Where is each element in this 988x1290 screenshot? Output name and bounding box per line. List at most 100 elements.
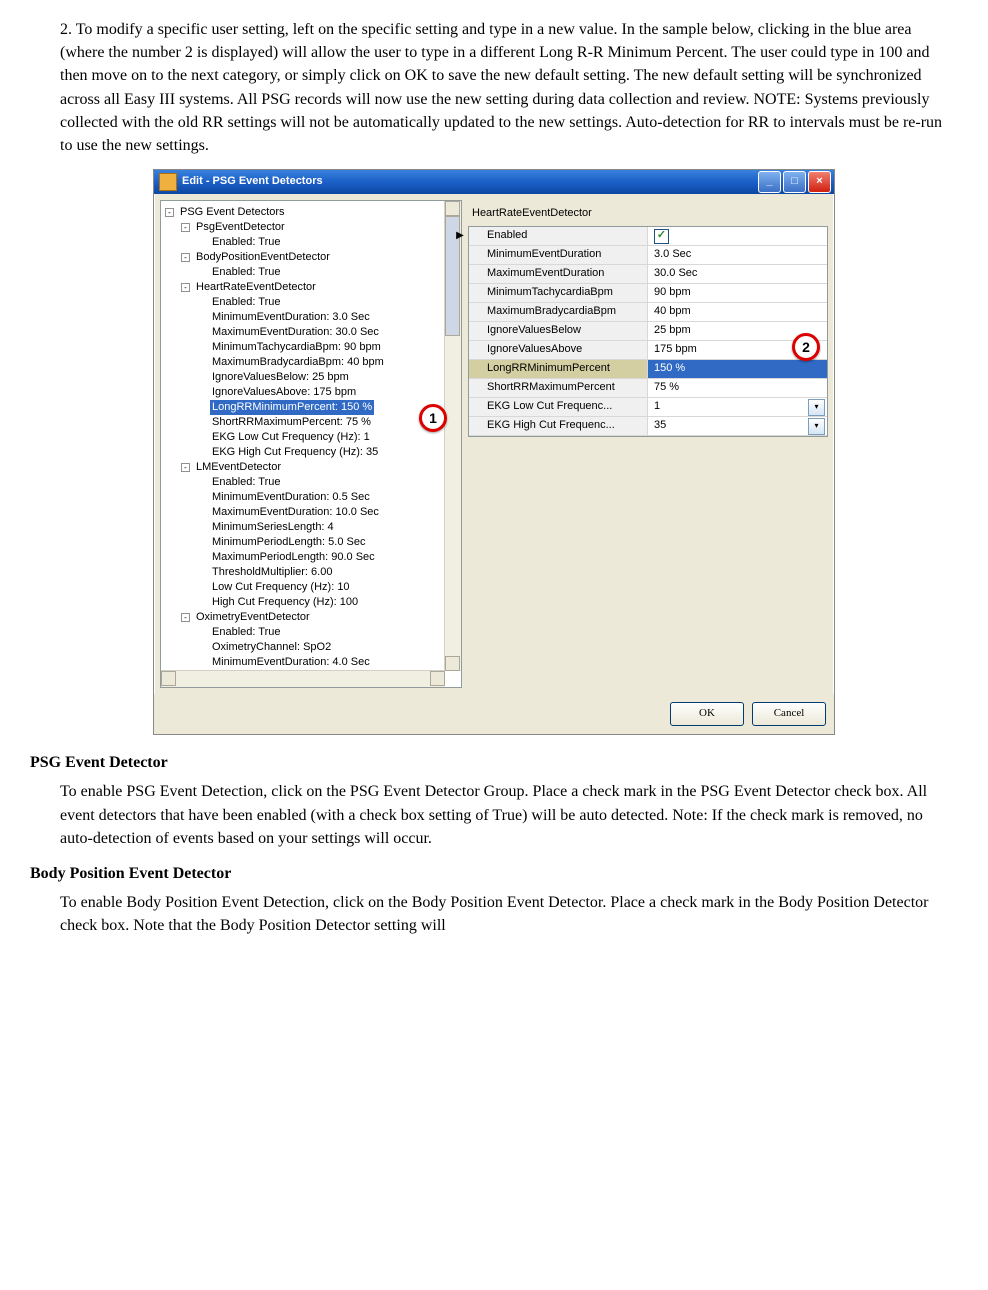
tree-label: HeartRateEventDetector xyxy=(194,280,318,295)
tree-item[interactable]: MinimumPeriodLength: 5.0 Sec xyxy=(165,535,445,550)
tree-label: MinimumTachycardiaBpm: 90 bpm xyxy=(210,340,383,355)
tree-label: IgnoreValuesBelow: 25 bpm xyxy=(210,370,351,385)
checkbox-icon[interactable]: ✓ xyxy=(654,229,669,244)
property-row[interactable]: MinimumEventDuration3.0 Sec xyxy=(469,246,827,265)
property-row[interactable]: EKG Low Cut Frequenc...1▾ xyxy=(469,398,827,417)
property-value[interactable]: 150 % xyxy=(648,360,827,378)
tree-item[interactable]: Enabled: True xyxy=(165,265,445,280)
tree-item[interactable]: IgnoreValuesAbove: 175 bpm xyxy=(165,385,445,400)
tree-label: EKG Low Cut Frequency (Hz): 1 xyxy=(210,430,372,445)
property-value[interactable]: ✓ xyxy=(648,227,827,245)
tree-label: MaximumEventDuration: 10.0 Sec xyxy=(210,505,381,520)
property-row[interactable]: EKG High Cut Frequenc...35▾ xyxy=(469,417,827,436)
property-name: EKG Low Cut Frequenc... xyxy=(469,398,648,416)
property-name: EKG High Cut Frequenc... xyxy=(469,417,648,435)
tree-item[interactable]: MinimumEventDuration: 4.0 Sec xyxy=(165,655,445,670)
tree-item[interactable]: MaximumBradycardiaBpm: 40 bpm xyxy=(165,355,445,370)
collapse-icon[interactable]: - xyxy=(165,208,174,217)
callout-1: 1 xyxy=(419,404,447,432)
property-row[interactable]: LongRRMinimumPercent150 % xyxy=(469,360,827,379)
scroll-right-icon[interactable] xyxy=(430,671,445,686)
property-row[interactable]: ShortRRMaximumPercent75 % xyxy=(469,379,827,398)
tree-label: LongRRMinimumPercent: 150 % xyxy=(210,400,374,415)
collapse-icon[interactable]: - xyxy=(181,223,190,232)
tree-item[interactable]: Enabled: True xyxy=(165,475,445,490)
tree-item[interactable]: ShortRRMaximumPercent: 75 % xyxy=(165,415,445,430)
cancel-button[interactable]: Cancel xyxy=(752,702,826,726)
property-row[interactable]: IgnoreValuesBelow25 bpm xyxy=(469,322,827,341)
tree-item[interactable]: -PSG Event Detectors xyxy=(165,205,445,220)
properties-panel: HeartRateEventDetector ▶Enabled✓MinimumE… xyxy=(468,200,828,688)
tree-label: MinimumEventDuration: 0.5 Sec xyxy=(210,490,372,505)
tree-item[interactable]: EKG Low Cut Frequency (Hz): 1 xyxy=(165,430,445,445)
tree-label: OximetryEventDetector xyxy=(194,610,312,625)
collapse-icon[interactable]: - xyxy=(181,613,190,622)
tree-label: MinimumPeriodLength: 5.0 Sec xyxy=(210,535,367,550)
property-row[interactable]: MaximumBradycardiaBpm40 bpm xyxy=(469,303,827,322)
property-name: IgnoreValuesAbove xyxy=(469,341,648,359)
collapse-icon[interactable]: - xyxy=(181,463,190,472)
close-button[interactable]: × xyxy=(808,171,831,193)
tree-label: EKG High Cut Frequency (Hz): 35 xyxy=(210,445,380,460)
tree-item[interactable]: MinimumSeriesLength: 4 xyxy=(165,520,445,535)
instruction-paragraph: 2. To modify a specific user setting, le… xyxy=(30,18,958,157)
app-icon xyxy=(159,173,177,191)
dropdown-icon[interactable]: ▾ xyxy=(808,399,825,416)
property-value[interactable]: 75 % xyxy=(648,379,827,397)
horizontal-scrollbar[interactable] xyxy=(161,670,445,687)
minimize-button[interactable]: _ xyxy=(758,171,781,193)
dropdown-icon[interactable]: ▾ xyxy=(808,418,825,435)
tree-item[interactable]: MinimumEventDuration: 3.0 Sec xyxy=(165,310,445,325)
tree-item[interactable]: MaximumPeriodLength: 90.0 Sec xyxy=(165,550,445,565)
tree-item[interactable]: -HeartRateEventDetector xyxy=(165,280,445,295)
tree-item[interactable]: -OximetryEventDetector xyxy=(165,610,445,625)
tree-label: BodyPositionEventDetector xyxy=(194,250,332,265)
tree-label: ThresholdMultiplier: 6.00 xyxy=(210,565,334,580)
scroll-down-icon[interactable] xyxy=(445,656,460,671)
tree-item[interactable]: Enabled: True xyxy=(165,295,445,310)
tree-item[interactable]: LongRRMinimumPercent: 150 % xyxy=(165,400,445,415)
row-indicator-icon: ▶ xyxy=(451,227,469,245)
collapse-icon[interactable]: - xyxy=(181,283,190,292)
tree-item[interactable]: IgnoreValuesBelow: 25 bpm xyxy=(165,370,445,385)
tree-item[interactable]: MaximumEventDuration: 30.0 Sec xyxy=(165,325,445,340)
maximize-button[interactable]: □ xyxy=(783,171,806,193)
property-row[interactable]: ▶Enabled ✓ xyxy=(469,227,827,246)
property-value[interactable]: 40 bpm xyxy=(648,303,827,321)
tree-item[interactable]: MinimumTachycardiaBpm: 90 bpm xyxy=(165,340,445,355)
window-title: Edit - PSG Event Detectors xyxy=(182,174,323,190)
tree-item[interactable]: EKG High Cut Frequency (Hz): 35 xyxy=(165,445,445,460)
tree-label: Enabled: True xyxy=(210,475,283,490)
tree-item[interactable]: MaximumEventDuration: 10.0 Sec xyxy=(165,505,445,520)
collapse-icon[interactable]: - xyxy=(181,253,190,262)
tree-item[interactable]: MinimumEventDuration: 0.5 Sec xyxy=(165,490,445,505)
property-value[interactable]: 1▾ xyxy=(648,398,827,416)
property-row[interactable]: MinimumTachycardiaBpm90 bpm xyxy=(469,284,827,303)
vertical-scrollbar[interactable] xyxy=(444,201,461,671)
scroll-left-icon[interactable] xyxy=(161,671,176,686)
tree-item[interactable]: Enabled: True xyxy=(165,625,445,640)
tree-item[interactable]: OximetryChannel: SpO2 xyxy=(165,640,445,655)
property-name: ▶Enabled xyxy=(469,227,648,245)
tree-label: MinimumSeriesLength: 4 xyxy=(210,520,336,535)
tree-label: Low Cut Frequency (Hz): 10 xyxy=(210,580,352,595)
tree-item[interactable]: -PsgEventDetector xyxy=(165,220,445,235)
tree-label: MinimumEventDuration: 3.0 Sec xyxy=(210,310,372,325)
tree-item[interactable]: High Cut Frequency (Hz): 100 xyxy=(165,595,445,610)
scroll-up-icon[interactable] xyxy=(445,201,460,216)
property-row[interactable]: IgnoreValuesAbove175 bpm xyxy=(469,341,827,360)
tree-item[interactable]: Enabled: True xyxy=(165,235,445,250)
property-value[interactable]: 90 bpm xyxy=(648,284,827,302)
titlebar: Edit - PSG Event Detectors _ □ × xyxy=(154,170,834,194)
tree-item[interactable]: Low Cut Frequency (Hz): 10 xyxy=(165,580,445,595)
tree-item[interactable]: -LMEventDetector xyxy=(165,460,445,475)
property-value[interactable]: 35▾ xyxy=(648,417,827,435)
tree-item[interactable]: ThresholdMultiplier: 6.00 xyxy=(165,565,445,580)
property-name: ShortRRMaximumPercent xyxy=(469,379,648,397)
tree-label: MaximumBradycardiaBpm: 40 bpm xyxy=(210,355,386,370)
property-value[interactable]: 30.0 Sec xyxy=(648,265,827,283)
ok-button[interactable]: OK xyxy=(670,702,744,726)
property-value[interactable]: 3.0 Sec xyxy=(648,246,827,264)
tree-item[interactable]: -BodyPositionEventDetector xyxy=(165,250,445,265)
property-row[interactable]: MaximumEventDuration30.0 Sec xyxy=(469,265,827,284)
